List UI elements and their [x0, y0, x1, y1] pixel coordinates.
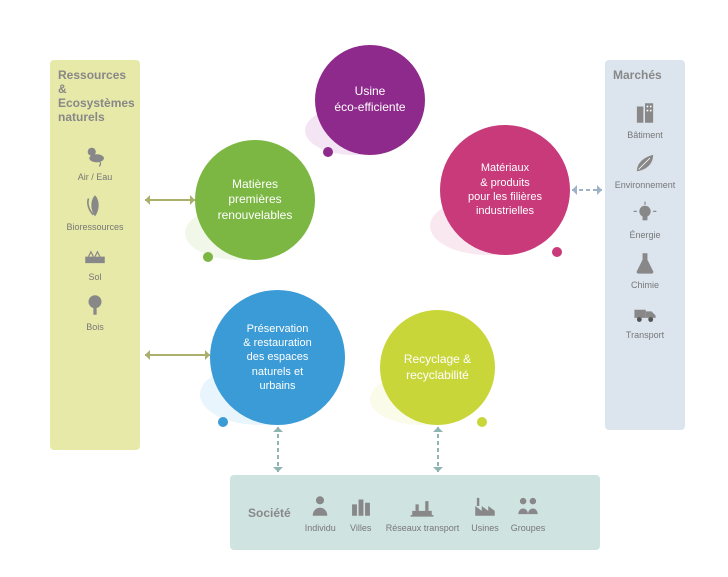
left-item-cloud-sun: Air / Eau	[50, 142, 140, 182]
bottom-item-label: Usines	[471, 523, 499, 533]
bubble-tail-preserv	[218, 417, 228, 427]
bottom-item-group: Groupes	[511, 493, 546, 533]
right-item-bulb: Énergie	[605, 200, 685, 240]
factory-icon	[472, 493, 498, 519]
right-item-label: Énergie	[629, 230, 660, 240]
bubble-recycl: Recyclage &recyclabilité	[380, 310, 495, 425]
right-item-label: Bâtiment	[627, 130, 663, 140]
flask-icon	[632, 250, 658, 276]
right-panel-title: Marchés	[605, 60, 685, 90]
left-panel-title: Ressources & Ecosystèmes naturels	[50, 60, 140, 132]
right-item-label: Environnement	[615, 180, 676, 190]
right-item-label: Transport	[626, 330, 664, 340]
left-item-label: Air / Eau	[78, 172, 113, 182]
bottom-item-network: Réseaux transport	[386, 493, 460, 533]
left-item-label: Bioressources	[66, 222, 123, 232]
city-icon	[348, 493, 374, 519]
bottom-item-label: Individu	[305, 523, 336, 533]
bottom-item-city: Villes	[348, 493, 374, 533]
bottom-item-label: Groupes	[511, 523, 546, 533]
right-item-buildings: Bâtiment	[605, 100, 685, 140]
bulb-icon	[632, 200, 658, 226]
bubble-usine: Usineéco-efficiente	[315, 45, 425, 155]
bubble-tail-materiaux	[552, 247, 562, 257]
person-icon	[307, 493, 333, 519]
left-item-label: Bois	[86, 322, 104, 332]
right-panel: Marchés Bâtiment Environnement Énergie Chim…	[605, 60, 685, 430]
truck-icon	[632, 300, 658, 326]
right-item-leaf: Environnement	[605, 150, 685, 190]
bottom-item-label: Villes	[350, 523, 371, 533]
group-icon	[515, 493, 541, 519]
buildings-icon	[632, 100, 658, 126]
bubble-label-usine: Usineéco-efficiente	[334, 84, 405, 115]
left-panel: Ressources & Ecosystèmes naturels Air / …	[50, 60, 140, 450]
bubble-label-materiaux: Matériaux& produitspour les filièresindu…	[468, 161, 542, 218]
bubble-preserv: Préservation& restaurationdes espacesnat…	[210, 290, 345, 425]
right-item-label: Chimie	[631, 280, 659, 290]
bubble-label-recycl: Recyclage &recyclabilité	[404, 352, 471, 383]
left-item-soil: Sol	[50, 242, 140, 282]
bubble-label-preserv: Préservation& restaurationdes espacesnat…	[243, 322, 311, 393]
bottom-item-person: Individu	[305, 493, 336, 533]
left-item-label: Sol	[88, 272, 101, 282]
bottom-item-label: Réseaux transport	[386, 523, 460, 533]
bubble-tail-recycl	[477, 417, 487, 427]
right-item-truck: Transport	[605, 300, 685, 340]
bottom-panel: Société Individu Villes Réseaux transport U…	[230, 475, 600, 550]
left-item-tree: Bois	[50, 292, 140, 332]
bottom-panel-title: Société	[240, 498, 299, 528]
left-item-wheat: Bioressources	[50, 192, 140, 232]
bubble-matieres: Matièrespremièresrenouvelables	[195, 140, 315, 260]
bubble-label-matieres: Matièrespremièresrenouvelables	[218, 177, 293, 224]
wheat-icon	[82, 192, 108, 218]
leaf-icon	[632, 150, 658, 176]
bottom-item-factory: Usines	[471, 493, 499, 533]
tree-icon	[82, 292, 108, 318]
soil-icon	[82, 242, 108, 268]
network-icon	[409, 493, 435, 519]
right-item-flask: Chimie	[605, 250, 685, 290]
cloud-sun-icon	[82, 142, 108, 168]
bubble-tail-matieres	[203, 252, 213, 262]
bubble-materiaux: Matériaux& produitspour les filièresindu…	[440, 125, 570, 255]
bubble-tail-usine	[323, 147, 333, 157]
